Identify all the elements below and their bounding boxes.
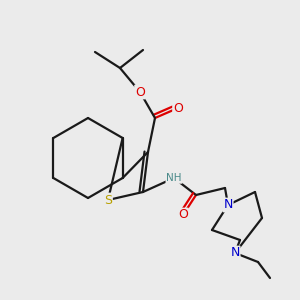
Text: N: N	[230, 247, 240, 260]
Text: O: O	[135, 85, 145, 98]
Text: S: S	[104, 194, 112, 206]
Text: N: N	[223, 199, 233, 212]
Text: O: O	[178, 208, 188, 221]
Text: O: O	[173, 101, 183, 115]
Text: NH: NH	[166, 173, 182, 183]
